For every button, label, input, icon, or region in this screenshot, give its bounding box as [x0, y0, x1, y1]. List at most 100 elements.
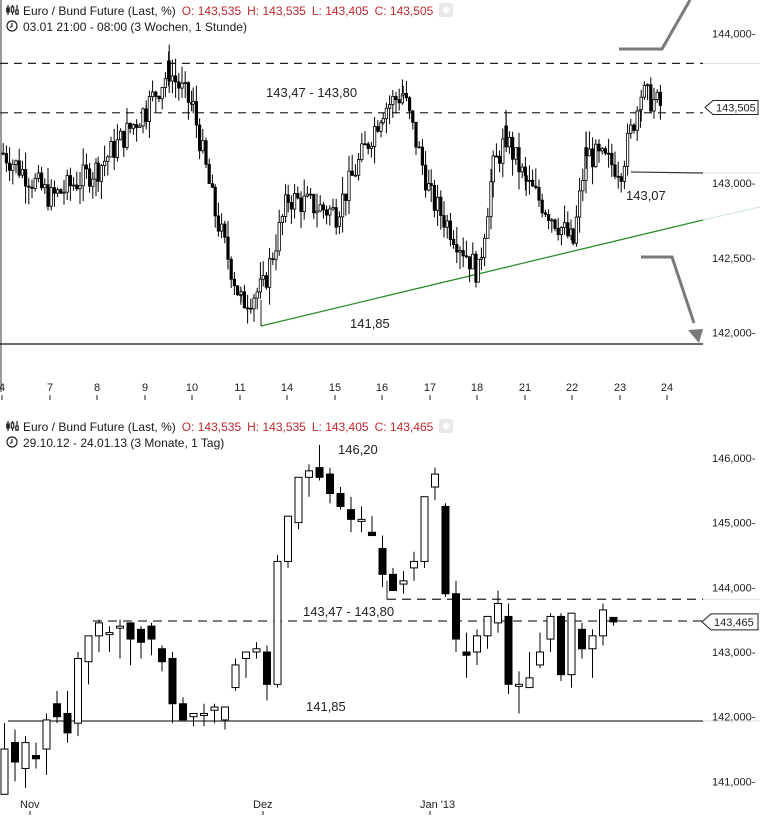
candle	[494, 602, 502, 624]
candle	[540, 199, 544, 214]
candle	[315, 467, 324, 478]
y-tick-label: 144,000-	[712, 29, 756, 41]
candle	[138, 125, 142, 128]
last-price-tag	[701, 613, 759, 631]
candle	[245, 307, 250, 310]
candle	[344, 193, 348, 201]
top-chart-header: Euro / Bund Future (Last, %) O: 143,535 H:…	[6, 3, 454, 19]
last-price-tag	[704, 100, 759, 116]
candle	[414, 121, 418, 148]
candle	[283, 194, 288, 217]
candle	[267, 258, 272, 288]
candle	[368, 531, 376, 537]
last-price-value: 143,465	[714, 617, 754, 629]
candle	[321, 204, 326, 211]
candle	[451, 239, 456, 245]
candle	[43, 184, 47, 189]
x-tick-label: 11	[234, 382, 245, 394]
candle	[249, 307, 253, 310]
candle	[336, 492, 345, 507]
candle	[213, 186, 217, 217]
candle	[504, 615, 513, 685]
candle	[128, 122, 132, 129]
candle	[619, 176, 623, 182]
candle	[486, 216, 490, 239]
candle	[510, 136, 515, 160]
candle	[318, 204, 322, 212]
candle	[553, 219, 557, 229]
candle	[609, 616, 618, 623]
candle	[286, 194, 290, 203]
support-label: 141,85	[306, 699, 346, 714]
candle	[483, 615, 492, 637]
x-tick-label: 23	[614, 382, 626, 394]
candle	[507, 136, 512, 148]
candle	[271, 258, 275, 261]
candle	[514, 147, 518, 160]
arrow-down-icon	[688, 329, 703, 343]
candle	[578, 628, 586, 650]
y-tick-label: 144,000-	[712, 582, 756, 594]
candle	[255, 291, 259, 299]
candle	[207, 163, 211, 185]
x-tick-label: 17	[424, 382, 436, 394]
candle	[574, 216, 579, 244]
candle	[331, 207, 335, 210]
candle	[191, 101, 195, 105]
candle	[404, 92, 409, 99]
candle	[74, 657, 82, 724]
ohlc-close: C: 143,505	[374, 4, 434, 18]
candle	[125, 122, 129, 148]
support-label: 141,85	[350, 316, 390, 331]
ohlc-close: C: 143,465	[374, 420, 434, 434]
candle	[173, 75, 178, 83]
candle	[158, 648, 166, 663]
candle	[242, 651, 250, 659]
x-tick-label: 4	[0, 382, 5, 394]
candle	[27, 185, 31, 188]
candle	[221, 706, 229, 721]
x-tick-label: 9	[142, 382, 148, 394]
settings-icon[interactable]	[439, 419, 454, 433]
candle	[312, 194, 316, 214]
candle	[328, 208, 332, 216]
candle	[350, 170, 354, 176]
candle	[607, 152, 611, 155]
resistance-label: 143,47 - 143,80	[266, 85, 357, 100]
candle	[616, 175, 620, 178]
x-tick-label: 10	[186, 382, 198, 394]
candle	[75, 184, 79, 190]
candle	[14, 160, 18, 165]
candle	[115, 139, 119, 158]
candle	[389, 573, 397, 592]
candle	[369, 146, 374, 149]
candle	[210, 706, 219, 711]
candle	[11, 742, 19, 763]
candle	[353, 174, 358, 177]
candle	[473, 635, 481, 653]
candle	[157, 96, 161, 100]
candle	[491, 155, 495, 183]
top-chart-canvas[interactable]: 144,000- 143,000- 142,500- 142,000- 143,505 1…	[0, 0, 777, 400]
candle	[423, 164, 428, 191]
ohlc-high: H: 143,535	[247, 420, 306, 434]
candle	[263, 651, 271, 685]
candle	[626, 132, 630, 167]
x-tick-label: 22	[566, 382, 578, 394]
candle	[366, 143, 370, 149]
candle	[632, 124, 636, 131]
indicator-icon[interactable]	[6, 4, 19, 19]
candle	[372, 126, 377, 147]
candle	[566, 222, 570, 237]
candle	[23, 169, 28, 187]
candle	[258, 278, 263, 293]
candle	[524, 175, 528, 182]
candle	[476, 258, 480, 283]
candle	[168, 657, 177, 705]
candle	[292, 192, 297, 210]
indicator-icon[interactable]	[6, 420, 19, 435]
candle	[387, 104, 392, 109]
settings-icon[interactable]	[439, 3, 454, 17]
candle	[167, 60, 171, 82]
